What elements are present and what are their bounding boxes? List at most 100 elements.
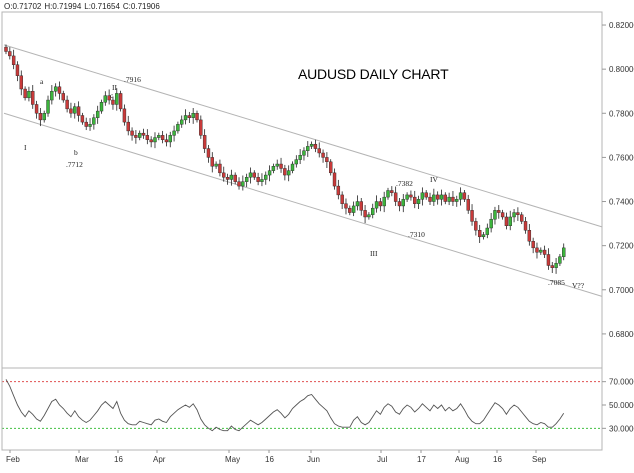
candle-body (325, 157, 329, 163)
candle-body (88, 124, 92, 127)
candle-body (214, 163, 218, 167)
rsi-tick-label: 70.00000 (609, 378, 634, 387)
candle-body (27, 91, 31, 99)
candle-body (477, 230, 482, 238)
candle-body (275, 163, 279, 167)
candle-body (504, 216, 509, 227)
candle-body (107, 95, 111, 101)
candle-body (283, 168, 287, 176)
annotation-label: c (110, 91, 114, 100)
candle-body (241, 181, 245, 187)
candle-body (15, 64, 20, 76)
candle-body (271, 166, 276, 171)
candle-body (550, 265, 554, 268)
candle-body (500, 212, 505, 218)
candle-body (508, 216, 512, 227)
candle-body (11, 55, 16, 65)
candle-body (80, 115, 85, 123)
candle-body (115, 93, 119, 105)
candle-body (332, 172, 337, 187)
candle-body (416, 199, 421, 204)
chart-title: AUDUSD DAILY CHART (298, 66, 449, 82)
candle-body (172, 130, 176, 136)
candle-body (512, 212, 516, 218)
candle-body (340, 194, 344, 204)
rsi-panel (2, 379, 602, 432)
x-tick-label: May (225, 455, 240, 464)
annotation-label: .7382 (396, 179, 413, 188)
rsi-tick-label: 30.00000 (609, 424, 634, 433)
candle-body (371, 207, 375, 215)
annotation-label: II (112, 83, 117, 92)
x-tick-label: Feb (6, 455, 20, 464)
candle-body (294, 159, 299, 165)
candle-body (61, 93, 65, 101)
candle-body (191, 113, 195, 118)
candle-body (134, 135, 138, 138)
ohlc-open: O:0.71702 (4, 2, 42, 11)
candle-body (206, 148, 211, 158)
candle-body (374, 201, 379, 209)
candle-body (260, 179, 264, 182)
candle-body (222, 172, 226, 178)
wave-annotations: a .7916 IIc Ib .7712 .7382 IV .7310 III .7085 V?? (24, 75, 585, 290)
candle-body (562, 247, 566, 257)
candle-body (470, 210, 474, 222)
candle-body (481, 234, 486, 238)
annotation-label: .7085 (548, 278, 565, 287)
candle-body (355, 201, 360, 207)
candle-body (309, 143, 314, 147)
annotation-label: III (370, 249, 378, 258)
candle-body (443, 194, 447, 202)
candle-body (455, 199, 459, 202)
candle-body (130, 130, 134, 136)
candle-body (141, 132, 146, 136)
candle-body (8, 51, 12, 57)
annotation-label: b (74, 148, 78, 157)
annotation-label: .7916 (124, 75, 141, 84)
candle-body (298, 154, 302, 160)
candle-body (546, 254, 551, 266)
candle-body (160, 135, 165, 140)
candle-body (76, 106, 81, 116)
candle-body (218, 163, 222, 174)
ohlc-low: L:0.71654 (84, 2, 120, 11)
annotation-label: V?? (572, 281, 585, 290)
candle-body (244, 177, 249, 182)
candle-body (542, 249, 547, 255)
candle-body (229, 174, 234, 180)
candle-body (95, 110, 100, 118)
candle-body (485, 227, 490, 235)
candle-body (195, 113, 199, 121)
candle-body (424, 192, 428, 198)
candle-body (53, 86, 58, 92)
candle-body (210, 157, 214, 167)
candle-body (516, 212, 520, 215)
candle-body (306, 146, 310, 151)
x-tick-label: 17 (417, 455, 426, 464)
candle-body (458, 192, 463, 200)
candle-body (451, 196, 455, 202)
candle-body (180, 119, 184, 125)
candle-body (157, 135, 161, 138)
candle-body (435, 194, 440, 200)
x-tick-label: Mar (75, 455, 89, 464)
candle-body (199, 119, 203, 136)
candle-body (279, 163, 283, 169)
candle-body (290, 163, 295, 171)
channel-lower-line (3, 112, 603, 297)
candle-body (558, 256, 562, 264)
x-tick-label: Sep (532, 455, 547, 464)
candle-body (447, 196, 451, 202)
candle-body (118, 93, 123, 110)
candle-body (23, 88, 27, 99)
candle-body (103, 95, 108, 103)
annotation-label: .7712 (66, 160, 83, 169)
annotation-label: IV (430, 175, 438, 184)
candle-body (92, 117, 96, 125)
ohlc-readout: O:0.71702 H:0.71994 L:0.71654 C:0.71906 (4, 2, 160, 11)
